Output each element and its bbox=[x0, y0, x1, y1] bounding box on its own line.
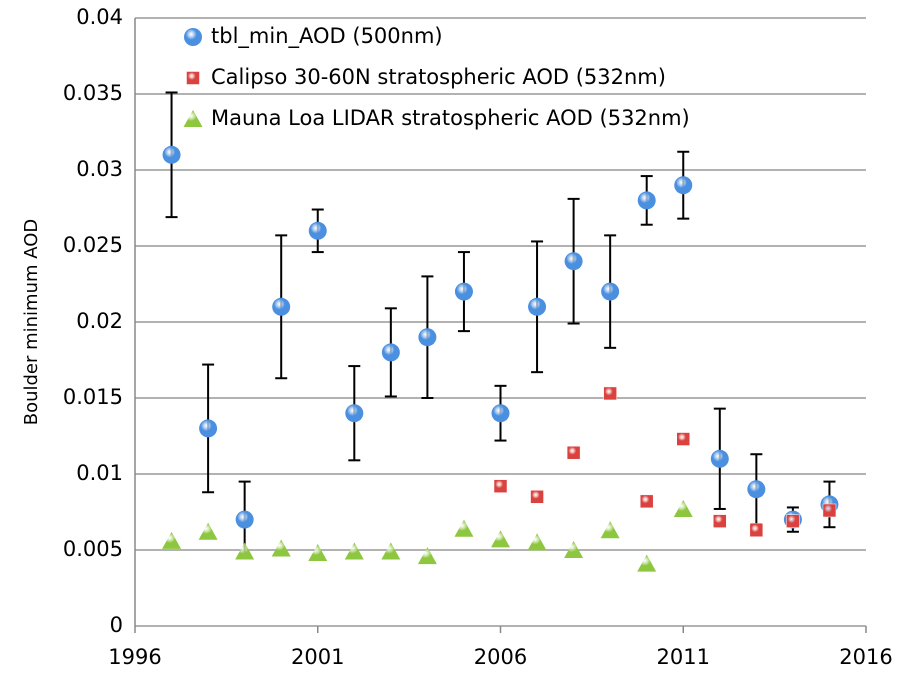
x-tick-label: 2001 bbox=[291, 645, 344, 669]
legend-marker bbox=[183, 110, 203, 127]
point bbox=[528, 297, 547, 316]
point bbox=[639, 494, 654, 509]
point bbox=[454, 519, 474, 537]
y-tick-label: 0.015 bbox=[63, 385, 123, 409]
point bbox=[198, 522, 218, 540]
y-tick-label: 0.035 bbox=[63, 81, 123, 105]
y-tick-label: 0.01 bbox=[76, 461, 123, 485]
point bbox=[564, 252, 583, 271]
y-tick-label: 0.005 bbox=[63, 537, 123, 561]
point bbox=[527, 533, 547, 551]
point bbox=[600, 521, 620, 539]
point bbox=[713, 514, 727, 528]
point bbox=[637, 554, 657, 572]
point bbox=[417, 547, 437, 565]
point bbox=[491, 404, 510, 423]
legend-label: Calipso 30-60N stratospheric AOD (532nm) bbox=[211, 65, 666, 89]
point bbox=[308, 544, 328, 562]
x-tick-label: 1996 bbox=[108, 645, 161, 669]
point bbox=[710, 449, 729, 468]
point bbox=[344, 542, 364, 560]
point bbox=[637, 191, 656, 210]
point bbox=[673, 499, 693, 517]
point bbox=[308, 221, 327, 240]
point bbox=[162, 531, 182, 549]
point bbox=[271, 539, 291, 557]
point bbox=[822, 503, 837, 518]
y-tick-label: 0.02 bbox=[76, 309, 123, 333]
point bbox=[566, 445, 581, 460]
point bbox=[454, 282, 473, 301]
point bbox=[162, 145, 181, 164]
point bbox=[235, 542, 255, 560]
legend-marker bbox=[184, 28, 202, 46]
point bbox=[418, 328, 437, 347]
y-tick-label: 0.025 bbox=[63, 233, 123, 257]
point bbox=[272, 297, 291, 316]
x-tick-label: 2011 bbox=[657, 645, 710, 669]
point bbox=[381, 343, 400, 362]
point bbox=[564, 541, 584, 558]
y-tick-label: 0.04 bbox=[76, 5, 123, 29]
point bbox=[786, 514, 800, 528]
x-tick-label: 2016 bbox=[839, 645, 892, 669]
y-tick-label: 0 bbox=[110, 613, 123, 637]
point bbox=[601, 282, 620, 301]
point bbox=[199, 419, 218, 438]
point bbox=[749, 523, 764, 537]
point bbox=[493, 479, 508, 493]
point bbox=[674, 176, 693, 195]
point bbox=[345, 404, 364, 423]
x-tick-label: 2006 bbox=[474, 645, 527, 669]
y-axis-label: Boulder minimum AOD bbox=[21, 219, 42, 426]
point bbox=[530, 490, 544, 504]
point bbox=[491, 530, 510, 548]
point bbox=[235, 510, 254, 529]
y-tick-label: 0.03 bbox=[76, 157, 123, 181]
legend-label: tbl_min_AOD (500nm) bbox=[211, 24, 443, 49]
legend-marker bbox=[186, 71, 200, 85]
point bbox=[676, 432, 690, 446]
point bbox=[603, 386, 617, 401]
point bbox=[381, 542, 401, 560]
point bbox=[747, 480, 766, 499]
legend-label: Mauna Loa LIDAR stratospheric AOD (532nm… bbox=[211, 106, 690, 130]
